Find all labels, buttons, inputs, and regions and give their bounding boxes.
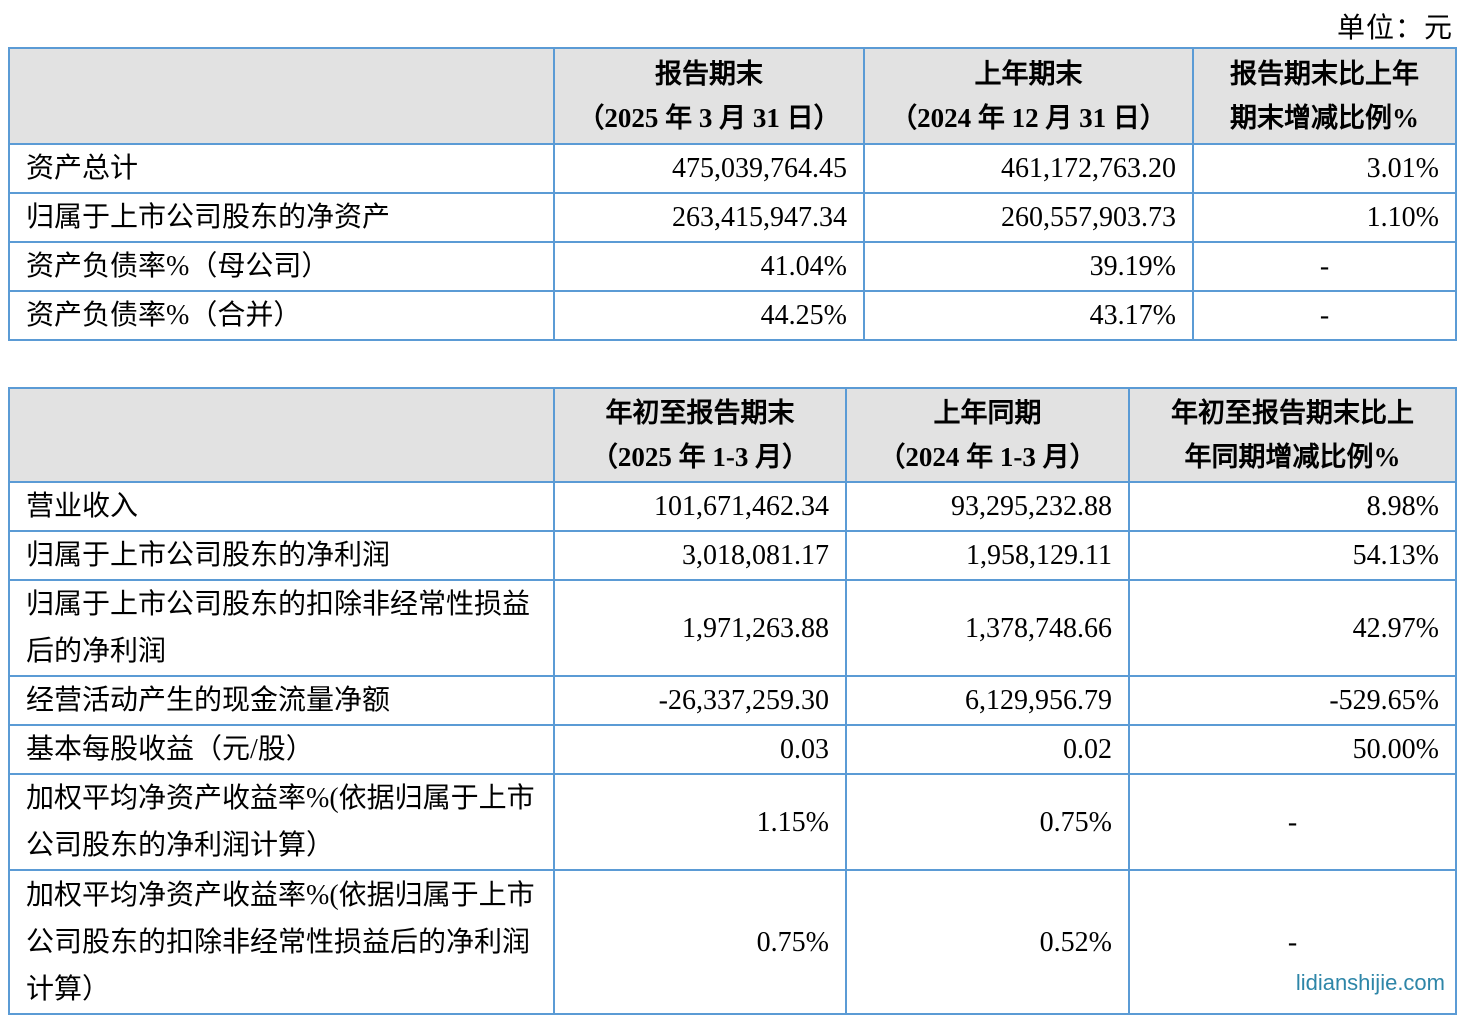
balance-sheet-table: 报告期末 （2025 年 3 月 31 日） 上年期末 （2024 年 12 月…: [8, 47, 1457, 341]
table-header-row: 报告期末 （2025 年 3 月 31 日） 上年期末 （2024 年 12 月…: [8, 47, 1457, 145]
row-label: 经营活动产生的现金流量净额: [8, 675, 555, 726]
current-value: 475,039,764.45: [553, 143, 865, 194]
income-statement-table: 年初至报告期末 （2025 年 1-3 月） 上年同期 （2024 年 1-3 …: [8, 387, 1457, 1015]
header-empty-cell: [8, 47, 555, 145]
header-line1: 年初至报告期末比上: [1171, 398, 1414, 428]
current-value: 41.04%: [553, 241, 865, 292]
current-value: 3,018,081.17: [553, 530, 847, 581]
header-line1: 年初至报告期末: [605, 398, 795, 428]
previous-value: 260,557,903.73: [863, 192, 1194, 243]
change-value: 3.01%: [1192, 143, 1457, 194]
table-row: 归属于上市公司股东的净利润 3,018,081.17 1,958,129.11 …: [8, 530, 1457, 581]
previous-value: 0.75%: [845, 773, 1130, 871]
header-line2: （2025 年 1-3 月）: [590, 442, 810, 472]
change-value: -: [1128, 773, 1457, 871]
previous-value: 1,958,129.11: [845, 530, 1130, 581]
header-line2: 期末增减比例%: [1230, 103, 1419, 133]
table-row: 基本每股收益（元/股） 0.03 0.02 50.00%: [8, 724, 1457, 775]
header-line1: 上年期末: [974, 59, 1083, 89]
row-label: 资产负债率%（母公司）: [8, 241, 555, 292]
previous-value: 0.52%: [845, 869, 1130, 1015]
previous-value: 39.19%: [863, 241, 1194, 292]
table-row: 营业收入 101,671,462.34 93,295,232.88 8.98%: [8, 481, 1457, 532]
row-label: 归属于上市公司股东的净资产: [8, 192, 555, 243]
table-row: 资产负债率%（母公司） 41.04% 39.19% -: [8, 241, 1457, 292]
current-value: 1.15%: [553, 773, 847, 871]
row-label: 归属于上市公司股东的扣除非经常性损益后的净利润: [8, 579, 555, 677]
row-label: 营业收入: [8, 481, 555, 532]
header-line1: 报告期末比上年: [1230, 59, 1419, 89]
change-value: -: [1192, 241, 1457, 292]
change-value: -: [1128, 869, 1457, 1015]
change-value: 54.13%: [1128, 530, 1457, 581]
header-ytd-period: 年初至报告期末 （2025 年 1-3 月）: [553, 387, 847, 483]
header-line2: （2025 年 3 月 31 日）: [577, 103, 841, 133]
header-prior-year-end: 上年期末 （2024 年 12 月 31 日）: [863, 47, 1194, 145]
change-value: -: [1192, 290, 1457, 341]
watermark-text: lidianshijie.com: [1295, 970, 1445, 995]
header-line2: （2024 年 12 月 31 日）: [890, 103, 1167, 133]
row-label: 基本每股收益（元/股）: [8, 724, 555, 775]
row-label: 归属于上市公司股东的净利润: [8, 530, 555, 581]
header-report-period-end: 报告期末 （2025 年 3 月 31 日）: [553, 47, 865, 145]
header-prior-same-period: 上年同期 （2024 年 1-3 月）: [845, 387, 1130, 483]
table-row: 经营活动产生的现金流量净额 -26,337,259.30 6,129,956.7…: [8, 675, 1457, 726]
row-label: 资产总计: [8, 143, 555, 194]
table-row: 加权平均净资产收益率%(依据归属于上市公司股东的扣除非经常性损益后的净利润计算）…: [8, 869, 1457, 1015]
row-label: 资产负债率%（合并）: [8, 290, 555, 341]
change-value: -529.65%: [1128, 675, 1457, 726]
previous-value: 1,378,748.66: [845, 579, 1130, 677]
current-value: 0.03: [553, 724, 847, 775]
current-value: -26,337,259.30: [553, 675, 847, 726]
header-line2: （2024 年 1-3 月）: [878, 442, 1097, 472]
previous-value: 461,172,763.20: [863, 143, 1194, 194]
change-value: 8.98%: [1128, 481, 1457, 532]
unit-label: 单位：元: [1336, 13, 1453, 44]
previous-value: 0.02: [845, 724, 1130, 775]
header-line1: 上年同期: [933, 398, 1042, 428]
header-line1: 报告期末: [655, 59, 763, 89]
table-header-row: 年初至报告期末 （2025 年 1-3 月） 上年同期 （2024 年 1-3 …: [8, 387, 1457, 483]
header-change-ratio: 报告期末比上年 期末增减比例%: [1192, 47, 1457, 145]
current-value: 44.25%: [553, 290, 865, 341]
current-value: 0.75%: [553, 869, 847, 1015]
change-value: 42.97%: [1128, 579, 1457, 677]
previous-value: 43.17%: [863, 290, 1194, 341]
change-value: 50.00%: [1128, 724, 1457, 775]
row-label: 加权平均净资产收益率%(依据归属于上市公司股东的扣除非经常性损益后的净利润计算）: [8, 869, 555, 1015]
current-value: 1,971,263.88: [553, 579, 847, 677]
header-ytd-change-ratio: 年初至报告期末比上 年同期增减比例%: [1128, 387, 1457, 483]
previous-value: 93,295,232.88: [845, 481, 1130, 532]
row-label: 加权平均净资产收益率%(依据归属于上市公司股东的净利润计算）: [8, 773, 555, 871]
header-line2: 年同期增减比例%: [1184, 442, 1401, 472]
table-row: 加权平均净资产收益率%(依据归属于上市公司股东的净利润计算） 1.15% 0.7…: [8, 773, 1457, 871]
current-value: 263,415,947.34: [553, 192, 865, 243]
current-value: 101,671,462.34: [553, 481, 847, 532]
change-value: 1.10%: [1192, 192, 1457, 243]
table-row: 归属于上市公司股东的扣除非经常性损益后的净利润 1,971,263.88 1,3…: [8, 579, 1457, 677]
table-row: 资产总计 475,039,764.45 461,172,763.20 3.01%: [8, 143, 1457, 194]
header-empty-cell: [8, 387, 555, 483]
table-row: 资产负债率%（合并） 44.25% 43.17% -: [8, 290, 1457, 341]
table-row: 归属于上市公司股东的净资产 263,415,947.34 260,557,903…: [8, 192, 1457, 243]
previous-value: 6,129,956.79: [845, 675, 1130, 726]
